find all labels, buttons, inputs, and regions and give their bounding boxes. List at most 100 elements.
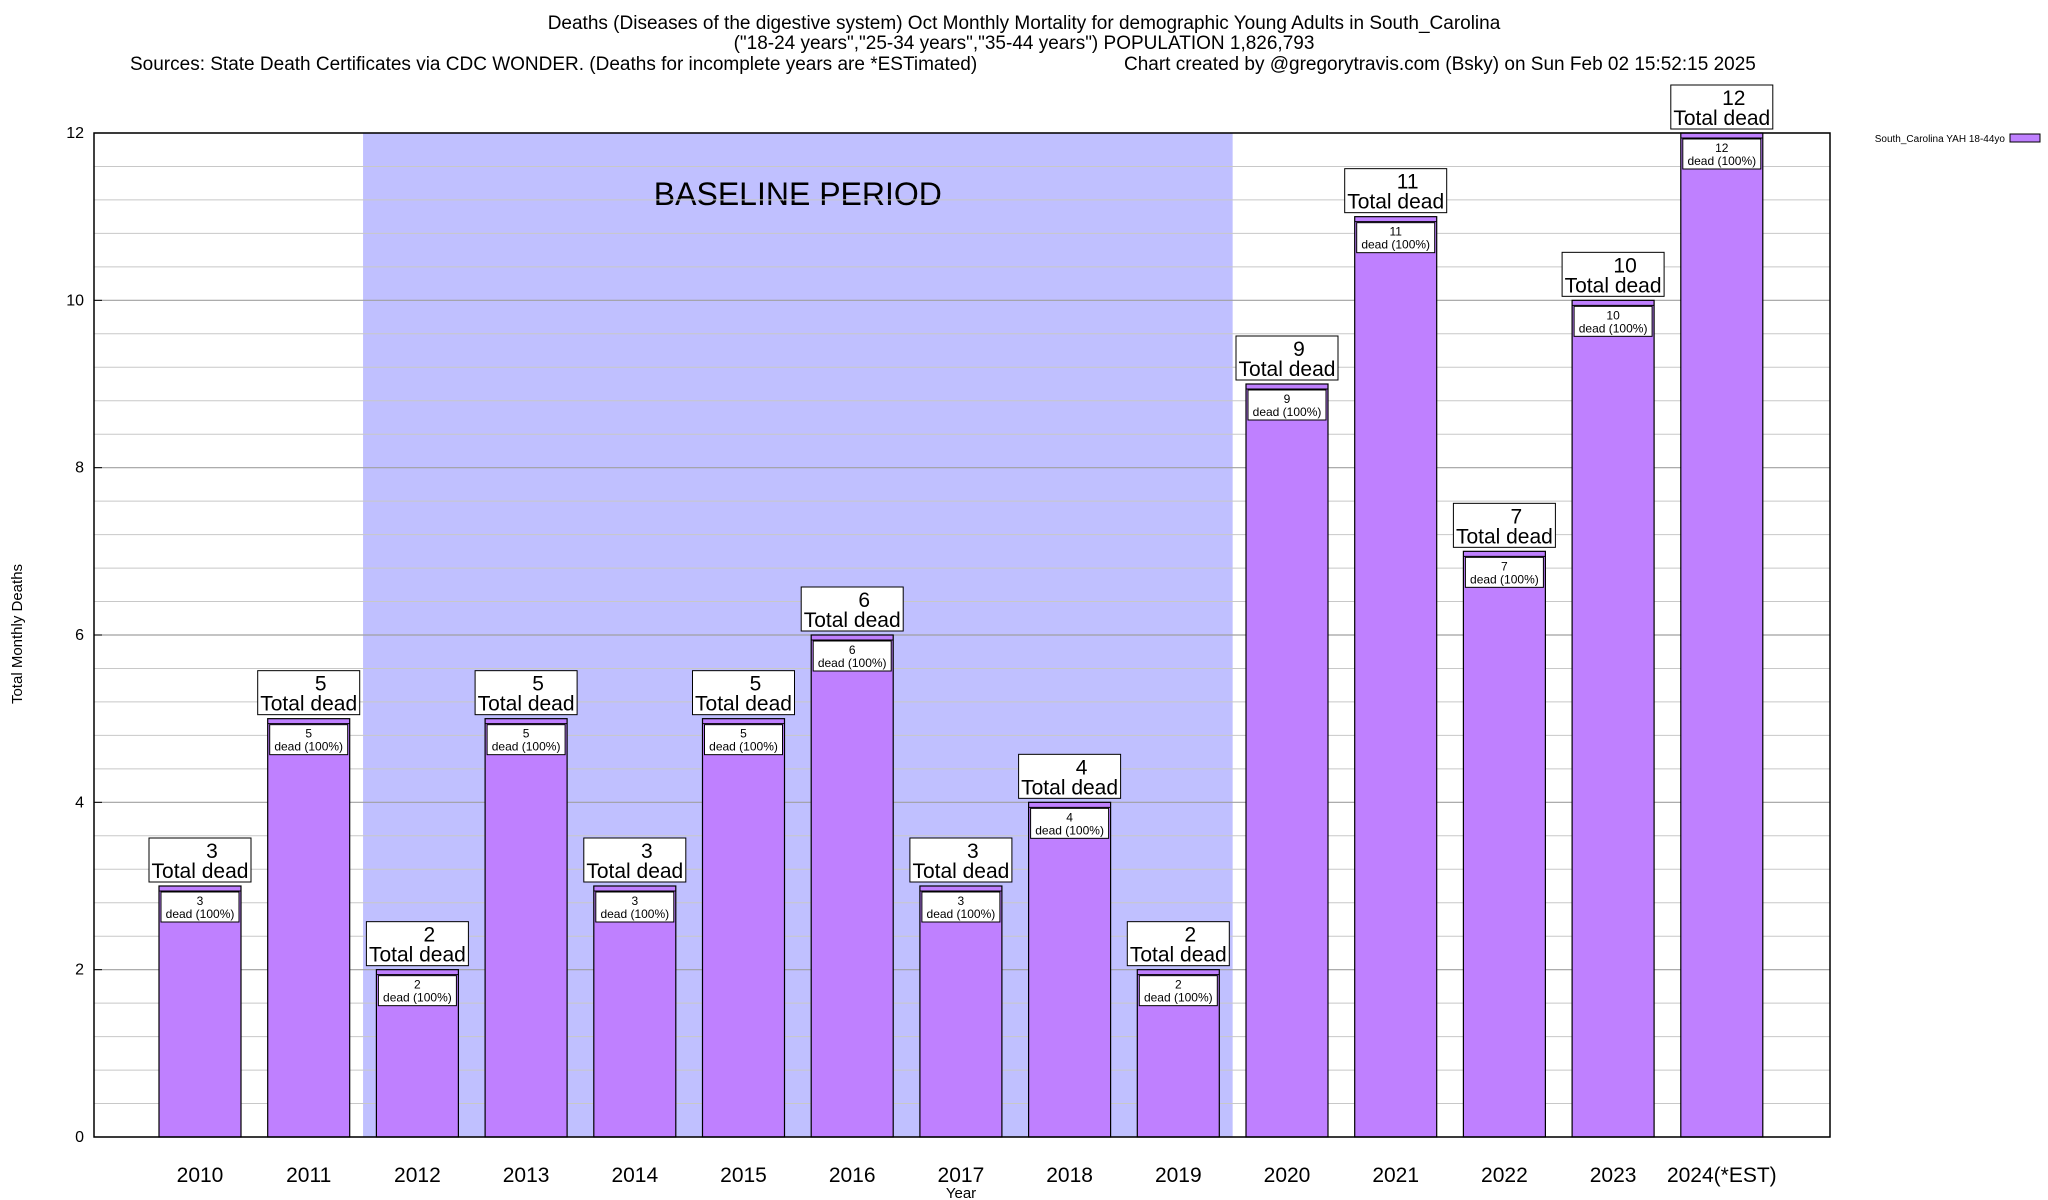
x-tick-label: 2018 (1046, 1164, 1093, 1187)
total-value-label: 2 (1184, 924, 1196, 947)
chart-credit: Chart created by @gregorytravis.com (Bsk… (1124, 54, 1756, 75)
x-tick-label: 2017 (938, 1164, 985, 1187)
total-text-label: Total dead (1673, 107, 1770, 130)
total-value-label: 3 (206, 840, 218, 863)
inner-value-label: 12 (1715, 141, 1729, 155)
total-label-box (474, 670, 578, 716)
inner-label-box (812, 640, 892, 672)
total-value-label: 4 (1076, 756, 1088, 779)
y-tick-label: 2 (75, 962, 84, 979)
total-value-label: 5 (315, 673, 327, 696)
inner-percent-label: dead (100%) (166, 907, 235, 921)
inner-value-label: 3 (958, 894, 965, 908)
bar (701, 718, 786, 1138)
legend-swatch (2009, 133, 2041, 143)
inner-label-box (1682, 138, 1762, 170)
inner-label-box (1464, 556, 1544, 588)
inner-value-label: 2 (414, 978, 421, 992)
bar (267, 718, 351, 1138)
inner-percent-label: dead (100%) (383, 991, 452, 1005)
inner-percent-label: dead (100%) (600, 907, 669, 921)
x-tick-label: 2024(*EST) (1667, 1164, 1777, 1187)
total-text-label: Total dead (152, 860, 249, 883)
total-value-label: 3 (967, 840, 979, 863)
bar (1354, 216, 1438, 1138)
inner-value-label: 11 (1389, 225, 1402, 239)
x-tick-label: 2021 (1372, 1164, 1419, 1187)
bar (1571, 299, 1655, 1138)
x-tick-label: 2022 (1481, 1164, 1528, 1187)
inner-value-label: 10 (1606, 308, 1620, 322)
inner-label-box (704, 724, 783, 756)
total-value-label: 5 (750, 673, 762, 696)
inner-label-box (921, 891, 1001, 923)
y-tick-label: 4 (75, 794, 84, 811)
total-text-label: Total dead (804, 609, 901, 632)
bar (593, 885, 677, 1138)
total-label-box (1235, 335, 1339, 381)
inner-value-label: 5 (523, 727, 530, 741)
x-tick-label: 2019 (1155, 1164, 1202, 1187)
x-tick-label: 2014 (611, 1164, 658, 1187)
y-tick-label: 6 (75, 627, 84, 644)
inner-label-box (1138, 975, 1218, 1007)
inner-label-box (595, 891, 675, 923)
total-label-box (148, 837, 252, 883)
x-tick-label: 2015 (720, 1164, 767, 1187)
total-text-label: Total dead (695, 693, 792, 716)
inner-percent-label: dead (100%) (1470, 572, 1539, 586)
total-text-label: Total dead (369, 944, 466, 967)
inner-value-label: 3 (631, 894, 638, 908)
inner-label-box (1030, 807, 1110, 839)
inner-value-label: 2 (1175, 978, 1182, 992)
inner-value-label: 6 (849, 643, 856, 657)
inner-label-box (377, 975, 457, 1007)
inner-percent-label: dead (100%) (274, 740, 343, 754)
x-tick-label: 2011 (286, 1164, 331, 1187)
total-label-box (1018, 753, 1122, 799)
total-value-label: 9 (1293, 338, 1305, 361)
total-value-label: 10 (1613, 254, 1636, 277)
inner-value-label: 7 (1501, 559, 1508, 573)
y-tick-label: 0 (75, 1129, 84, 1146)
total-text-label: Total dead (912, 860, 1009, 883)
bar (1462, 550, 1547, 1138)
inner-value-label: 4 (1066, 810, 1073, 824)
x-tick-label: 2016 (829, 1164, 876, 1187)
total-text-label: Total dead (1130, 944, 1227, 967)
total-label-box (692, 670, 795, 716)
total-value-label: 3 (641, 840, 653, 863)
total-label-box (257, 670, 361, 716)
y-tick-label: 8 (75, 460, 84, 477)
inner-percent-label: dead (100%) (1035, 823, 1104, 837)
total-text-label: Total dead (1239, 358, 1336, 381)
inner-label-box (160, 891, 240, 923)
chart-source: Sources: State Death Certificates via CD… (130, 54, 978, 75)
x-axis-title: Year (946, 1185, 976, 1200)
total-label-box (1670, 84, 1774, 130)
x-tick-label: 2023 (1590, 1164, 1637, 1187)
inner-label-box (269, 724, 349, 756)
inner-percent-label: dead (100%) (1253, 405, 1322, 419)
bar (810, 634, 894, 1138)
bar (1680, 132, 1764, 1138)
inner-value-label: 5 (305, 727, 312, 741)
inner-label-box (1247, 389, 1327, 421)
total-label-box (365, 921, 469, 967)
total-value-label: 7 (1511, 505, 1523, 528)
inner-value-label: 3 (197, 894, 204, 908)
inner-percent-label: dead (100%) (709, 740, 778, 754)
total-label-box (800, 586, 904, 632)
inner-percent-label: dead (100%) (492, 740, 561, 754)
total-value-label: 11 (1397, 171, 1419, 194)
x-tick-label: 2020 (1264, 1164, 1311, 1187)
bar (1245, 383, 1329, 1138)
inner-percent-label: dead (100%) (1579, 321, 1648, 335)
inner-percent-label: dead (100%) (1361, 238, 1430, 252)
total-text-label: Total dead (260, 693, 357, 716)
bar (158, 885, 242, 1138)
total-value-label: 5 (532, 673, 544, 696)
total-text-label: Total dead (1565, 274, 1662, 297)
bar (1027, 801, 1112, 1138)
